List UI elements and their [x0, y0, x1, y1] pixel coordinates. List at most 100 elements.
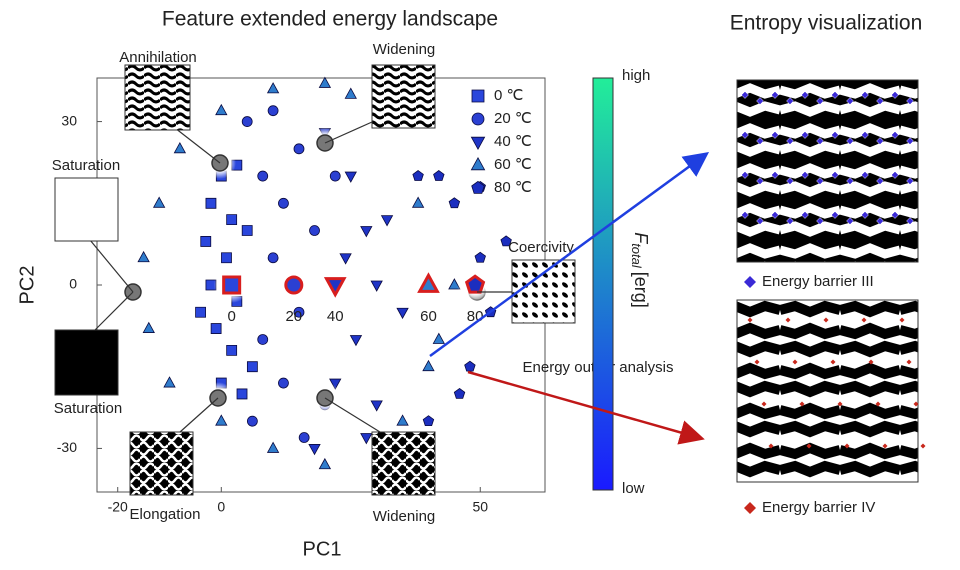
marker: [891, 171, 899, 179]
annotation: Widening: [373, 41, 436, 58]
y-axis-label: PC2: [16, 266, 38, 305]
centroid-label: 20: [285, 308, 302, 325]
annotation: Coercivity: [508, 239, 574, 256]
marker: [806, 443, 812, 449]
arrow: [467, 370, 705, 445]
marker: [792, 359, 798, 365]
data-point: [221, 252, 232, 264]
data-point: [344, 87, 357, 99]
marker: [801, 211, 809, 219]
marker: [891, 91, 899, 99]
x-tick-label: 50: [472, 499, 488, 515]
legend-label: 20 ℃: [494, 110, 532, 127]
marker: [831, 211, 839, 219]
marker: [761, 401, 767, 407]
x-tick-label: 0: [217, 499, 225, 515]
marker: [771, 171, 779, 179]
data-point: [318, 76, 332, 88]
data-point: [448, 197, 461, 209]
data-point: [422, 359, 435, 372]
colorbar-low: low: [622, 480, 645, 497]
marker: [831, 131, 839, 139]
data-point: [236, 388, 248, 400]
data-point: [318, 457, 332, 470]
annotation: Elongation: [130, 506, 201, 523]
data-point: [215, 414, 228, 426]
marker: [876, 177, 884, 185]
data-point: [246, 415, 258, 427]
data-point: [205, 197, 217, 209]
data-point: [241, 116, 253, 127]
colorbar-subscript: total: [629, 243, 644, 269]
marker: [846, 177, 854, 185]
data-point: [433, 170, 445, 181]
x-tick-label: -20: [108, 499, 128, 515]
marker: [868, 359, 874, 365]
marker: [846, 97, 854, 105]
data-point: [308, 444, 321, 456]
y-tick-label: 30: [61, 112, 77, 128]
marker: [831, 171, 839, 179]
data-point: [142, 321, 155, 333]
marker: [875, 401, 881, 407]
marker: [823, 317, 829, 323]
marker: [741, 91, 749, 99]
marker: [741, 171, 749, 179]
data-point: [474, 251, 486, 263]
panel-legend: Energy barrier IV: [762, 499, 875, 516]
panel-markers: [741, 91, 926, 514]
marker: [846, 217, 854, 225]
x-axis-label: PC1: [303, 538, 342, 560]
data-point: [210, 323, 222, 334]
data-point: [380, 215, 394, 227]
marker: [882, 443, 888, 449]
marker: [771, 91, 779, 99]
data-point: [293, 143, 305, 155]
data-point: [309, 225, 320, 236]
data-point: [370, 280, 383, 292]
data-point: [370, 400, 383, 412]
centroid-marker: [464, 274, 486, 294]
data-point: [200, 236, 212, 247]
marker: [756, 97, 764, 105]
marker: [799, 401, 805, 407]
marker: [786, 217, 794, 225]
marker: [861, 91, 869, 99]
marker: [906, 177, 914, 185]
data-point: [344, 171, 357, 183]
marker: [801, 91, 809, 99]
data-point: [293, 306, 305, 318]
marker: [816, 217, 824, 225]
data-point: [360, 226, 373, 238]
marker: [741, 131, 749, 139]
legend-label: 0 ℃: [494, 87, 523, 104]
marker: [899, 317, 905, 323]
marker: [816, 137, 824, 145]
plot-area: 0 20 40 60 80: [97, 76, 512, 492]
marker: [913, 401, 919, 407]
marker: [785, 317, 791, 323]
data-point: [453, 387, 466, 399]
marker: [906, 217, 914, 225]
data-point: [267, 105, 279, 117]
data-point: [226, 344, 238, 356]
centroid-label: 0: [227, 308, 235, 325]
marker: [771, 211, 779, 219]
data-point: [422, 415, 435, 427]
centroid-marker: [222, 275, 242, 295]
arrow: [429, 152, 710, 358]
y-tick-label: 0: [69, 276, 77, 292]
marker: [906, 97, 914, 105]
legend-label: 40 ℃: [494, 133, 532, 150]
centroid-marker: [417, 272, 440, 293]
data-point: [215, 103, 228, 116]
marker: [837, 401, 843, 407]
entropy-panel: [736, 299, 919, 483]
data-point: [266, 441, 280, 453]
marker: [771, 131, 779, 139]
marker: [844, 443, 850, 449]
data-point: [349, 335, 363, 347]
colorbar-symbol: F: [631, 232, 651, 244]
annotation: Saturation: [52, 157, 120, 174]
